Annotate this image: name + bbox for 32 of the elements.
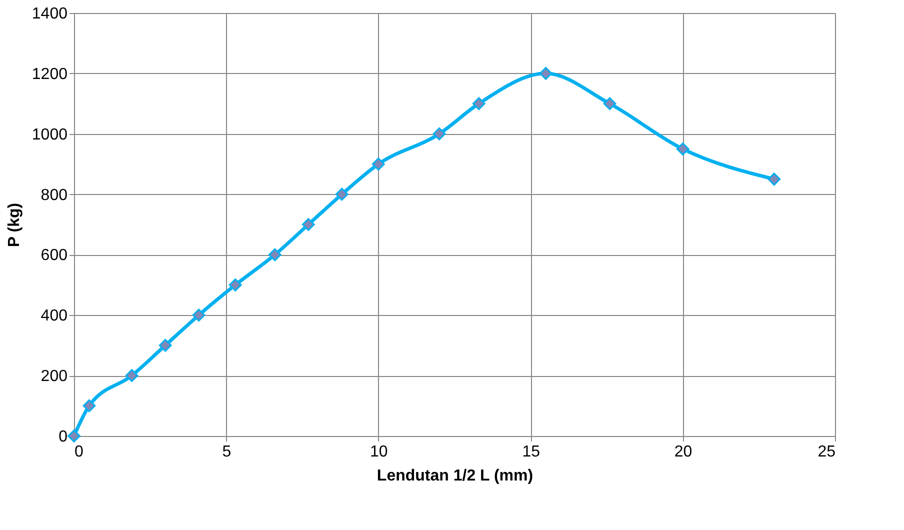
x-axis-title: Lendutan 1/2 L (mm): [376, 468, 534, 484]
y-tick-label: 0: [58, 428, 68, 446]
x-tick-label: 15: [522, 444, 540, 460]
point: [68, 430, 80, 442]
point: [158, 338, 172, 352]
y-tick-label: 1000: [32, 126, 68, 144]
y-tick-label: 1200: [32, 66, 68, 83]
point: [335, 188, 348, 201]
point: [192, 308, 206, 322]
point: [302, 218, 315, 231]
y-tick-label: 600: [40, 247, 68, 264]
point: [603, 97, 616, 110]
point: [676, 142, 690, 156]
x-tick-label: 25: [818, 444, 836, 460]
point: [82, 399, 96, 412]
y-tick-label: 200: [40, 368, 68, 386]
point: [228, 278, 242, 292]
y-axis-title: P (kg): [6, 202, 23, 248]
y-tick-label: 800: [40, 186, 68, 204]
point: [432, 127, 446, 140]
x-tick-label: 10: [370, 444, 388, 460]
point: [768, 172, 781, 186]
y-tick-label: 1400: [32, 6, 68, 22]
point: [539, 66, 552, 80]
x-tick-label: 0: [74, 444, 84, 460]
point: [268, 248, 282, 262]
x-tick-label: 20: [674, 444, 692, 460]
point: [125, 369, 138, 382]
point: [472, 97, 486, 110]
x-tick-label: 5: [222, 444, 232, 460]
y-tick-label: 400: [40, 308, 68, 325]
point: [372, 158, 385, 171]
